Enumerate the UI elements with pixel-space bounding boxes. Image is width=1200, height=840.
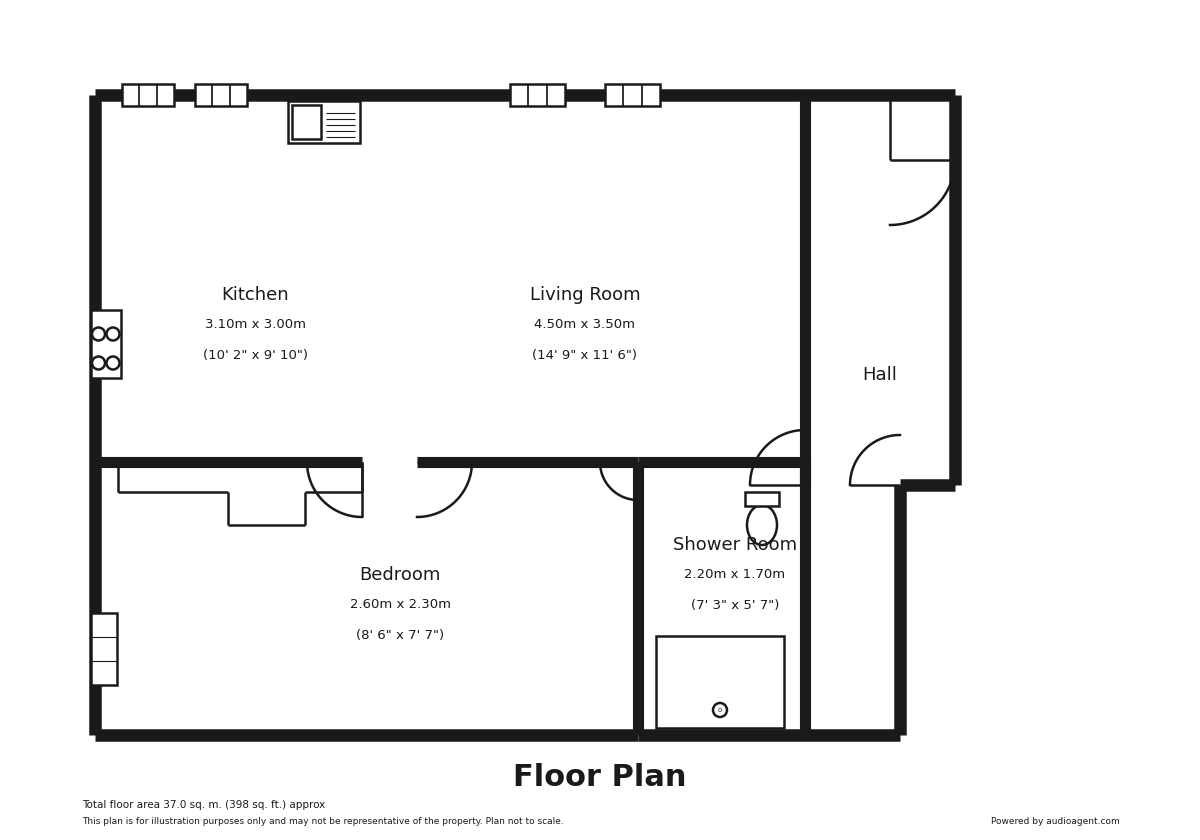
Text: 3.10m x 3.00m: 3.10m x 3.00m (204, 318, 306, 332)
Text: Total floor area 37.0 sq. m. (398 sq. ft.) approx: Total floor area 37.0 sq. m. (398 sq. ft… (82, 800, 325, 810)
Text: 2.60m x 2.30m: 2.60m x 2.30m (349, 598, 450, 612)
Text: Shower Room: Shower Room (673, 536, 797, 554)
Bar (91, 310, 121, 378)
Text: Floor Plan: Floor Plan (514, 764, 686, 792)
Text: Powered by audioagent.com: Powered by audioagent.com (991, 817, 1120, 827)
Text: 2.20m x 1.70m: 2.20m x 1.70m (684, 569, 786, 581)
Text: (8' 6" x 7' 7"): (8' 6" x 7' 7") (356, 628, 444, 642)
Text: (10' 2" x 9' 10"): (10' 2" x 9' 10") (203, 349, 307, 361)
Text: This plan is for illustration purposes only and may not be representative of the: This plan is for illustration purposes o… (82, 817, 564, 827)
Text: (14' 9" x 11' 6"): (14' 9" x 11' 6") (533, 349, 637, 361)
Text: (7' 3" x 5' 7"): (7' 3" x 5' 7") (691, 598, 779, 612)
Bar (91, 613, 118, 685)
Bar (292, 105, 322, 139)
Text: Living Room: Living Room (529, 286, 641, 304)
Text: 4.50m x 3.50m: 4.50m x 3.50m (534, 318, 636, 332)
Bar (288, 101, 360, 143)
Bar (196, 84, 247, 106)
Bar (122, 84, 174, 106)
Text: Hall: Hall (863, 366, 898, 384)
Text: Kitchen: Kitchen (221, 286, 289, 304)
Ellipse shape (746, 505, 778, 545)
Bar (745, 492, 779, 506)
Text: Bedroom: Bedroom (359, 566, 440, 584)
Bar (605, 84, 660, 106)
Bar (510, 84, 565, 106)
Bar (656, 636, 784, 728)
Text: o: o (718, 707, 722, 713)
